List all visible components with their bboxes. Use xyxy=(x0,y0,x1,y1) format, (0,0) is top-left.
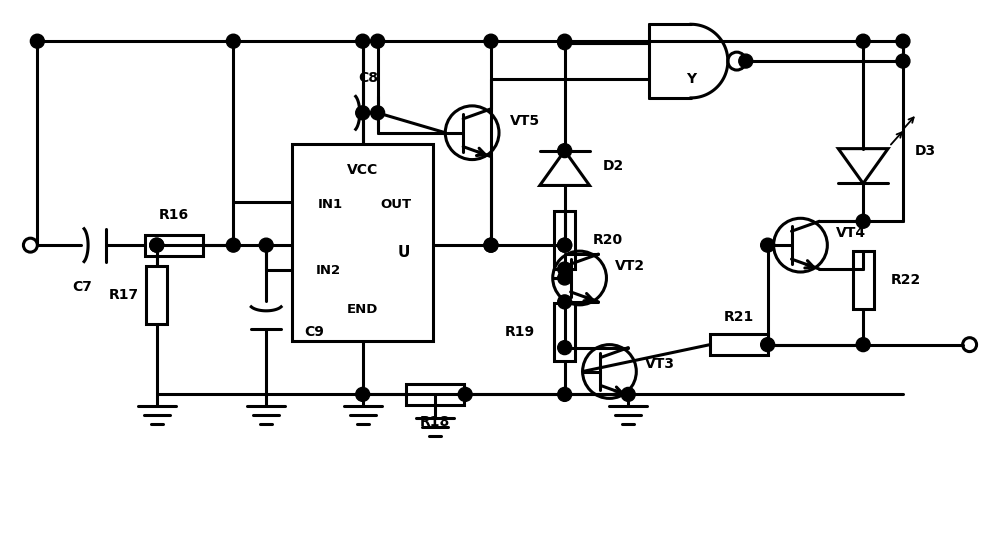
Bar xyxy=(406,384,464,405)
Bar xyxy=(554,303,575,361)
Text: VT5: VT5 xyxy=(510,114,540,128)
Circle shape xyxy=(856,214,870,228)
Circle shape xyxy=(484,34,498,48)
Circle shape xyxy=(558,262,572,276)
Circle shape xyxy=(484,238,498,252)
Text: VT4: VT4 xyxy=(836,226,866,240)
Circle shape xyxy=(896,54,910,68)
Text: R17: R17 xyxy=(109,288,139,302)
Text: D3: D3 xyxy=(915,144,936,158)
Circle shape xyxy=(761,338,775,351)
Text: D2: D2 xyxy=(602,158,624,173)
Text: U: U xyxy=(397,245,410,260)
Text: R21: R21 xyxy=(724,310,754,324)
Bar xyxy=(292,144,433,340)
Text: Y: Y xyxy=(686,72,696,86)
Bar xyxy=(146,266,167,324)
Circle shape xyxy=(356,34,370,48)
Bar xyxy=(145,235,203,256)
Circle shape xyxy=(558,36,572,50)
Circle shape xyxy=(356,387,370,402)
Circle shape xyxy=(226,34,240,48)
Circle shape xyxy=(259,238,273,252)
Text: VT3: VT3 xyxy=(645,356,675,371)
Circle shape xyxy=(484,238,498,252)
Text: IN1: IN1 xyxy=(317,198,342,211)
Circle shape xyxy=(30,34,44,48)
Text: VT2: VT2 xyxy=(615,259,646,273)
Circle shape xyxy=(356,106,370,120)
Text: R18: R18 xyxy=(420,415,450,429)
Text: C7: C7 xyxy=(72,280,92,294)
Circle shape xyxy=(558,144,572,158)
Text: IN2: IN2 xyxy=(315,263,340,277)
Circle shape xyxy=(558,295,572,309)
Circle shape xyxy=(558,238,572,252)
Text: R22: R22 xyxy=(891,273,921,287)
Text: C9: C9 xyxy=(304,324,324,339)
Circle shape xyxy=(896,34,910,48)
Circle shape xyxy=(558,340,572,355)
Circle shape xyxy=(371,106,385,120)
Circle shape xyxy=(558,271,572,285)
Text: END: END xyxy=(347,303,378,316)
Text: C8: C8 xyxy=(359,71,379,85)
Circle shape xyxy=(856,338,870,351)
Circle shape xyxy=(371,34,385,48)
Circle shape xyxy=(558,238,572,252)
Bar xyxy=(853,251,874,309)
Circle shape xyxy=(761,238,775,252)
Text: R20: R20 xyxy=(593,233,623,247)
Circle shape xyxy=(558,387,572,402)
Text: R16: R16 xyxy=(159,208,189,222)
Circle shape xyxy=(856,34,870,48)
Bar xyxy=(554,211,575,269)
Circle shape xyxy=(150,238,164,252)
Text: R19: R19 xyxy=(505,324,535,339)
Circle shape xyxy=(558,34,572,48)
Text: OUT: OUT xyxy=(380,198,411,211)
Text: VCC: VCC xyxy=(347,163,378,177)
Circle shape xyxy=(150,238,164,252)
Bar xyxy=(710,334,768,355)
Circle shape xyxy=(621,387,635,402)
Circle shape xyxy=(458,387,472,402)
Circle shape xyxy=(226,238,240,252)
Circle shape xyxy=(739,54,753,68)
